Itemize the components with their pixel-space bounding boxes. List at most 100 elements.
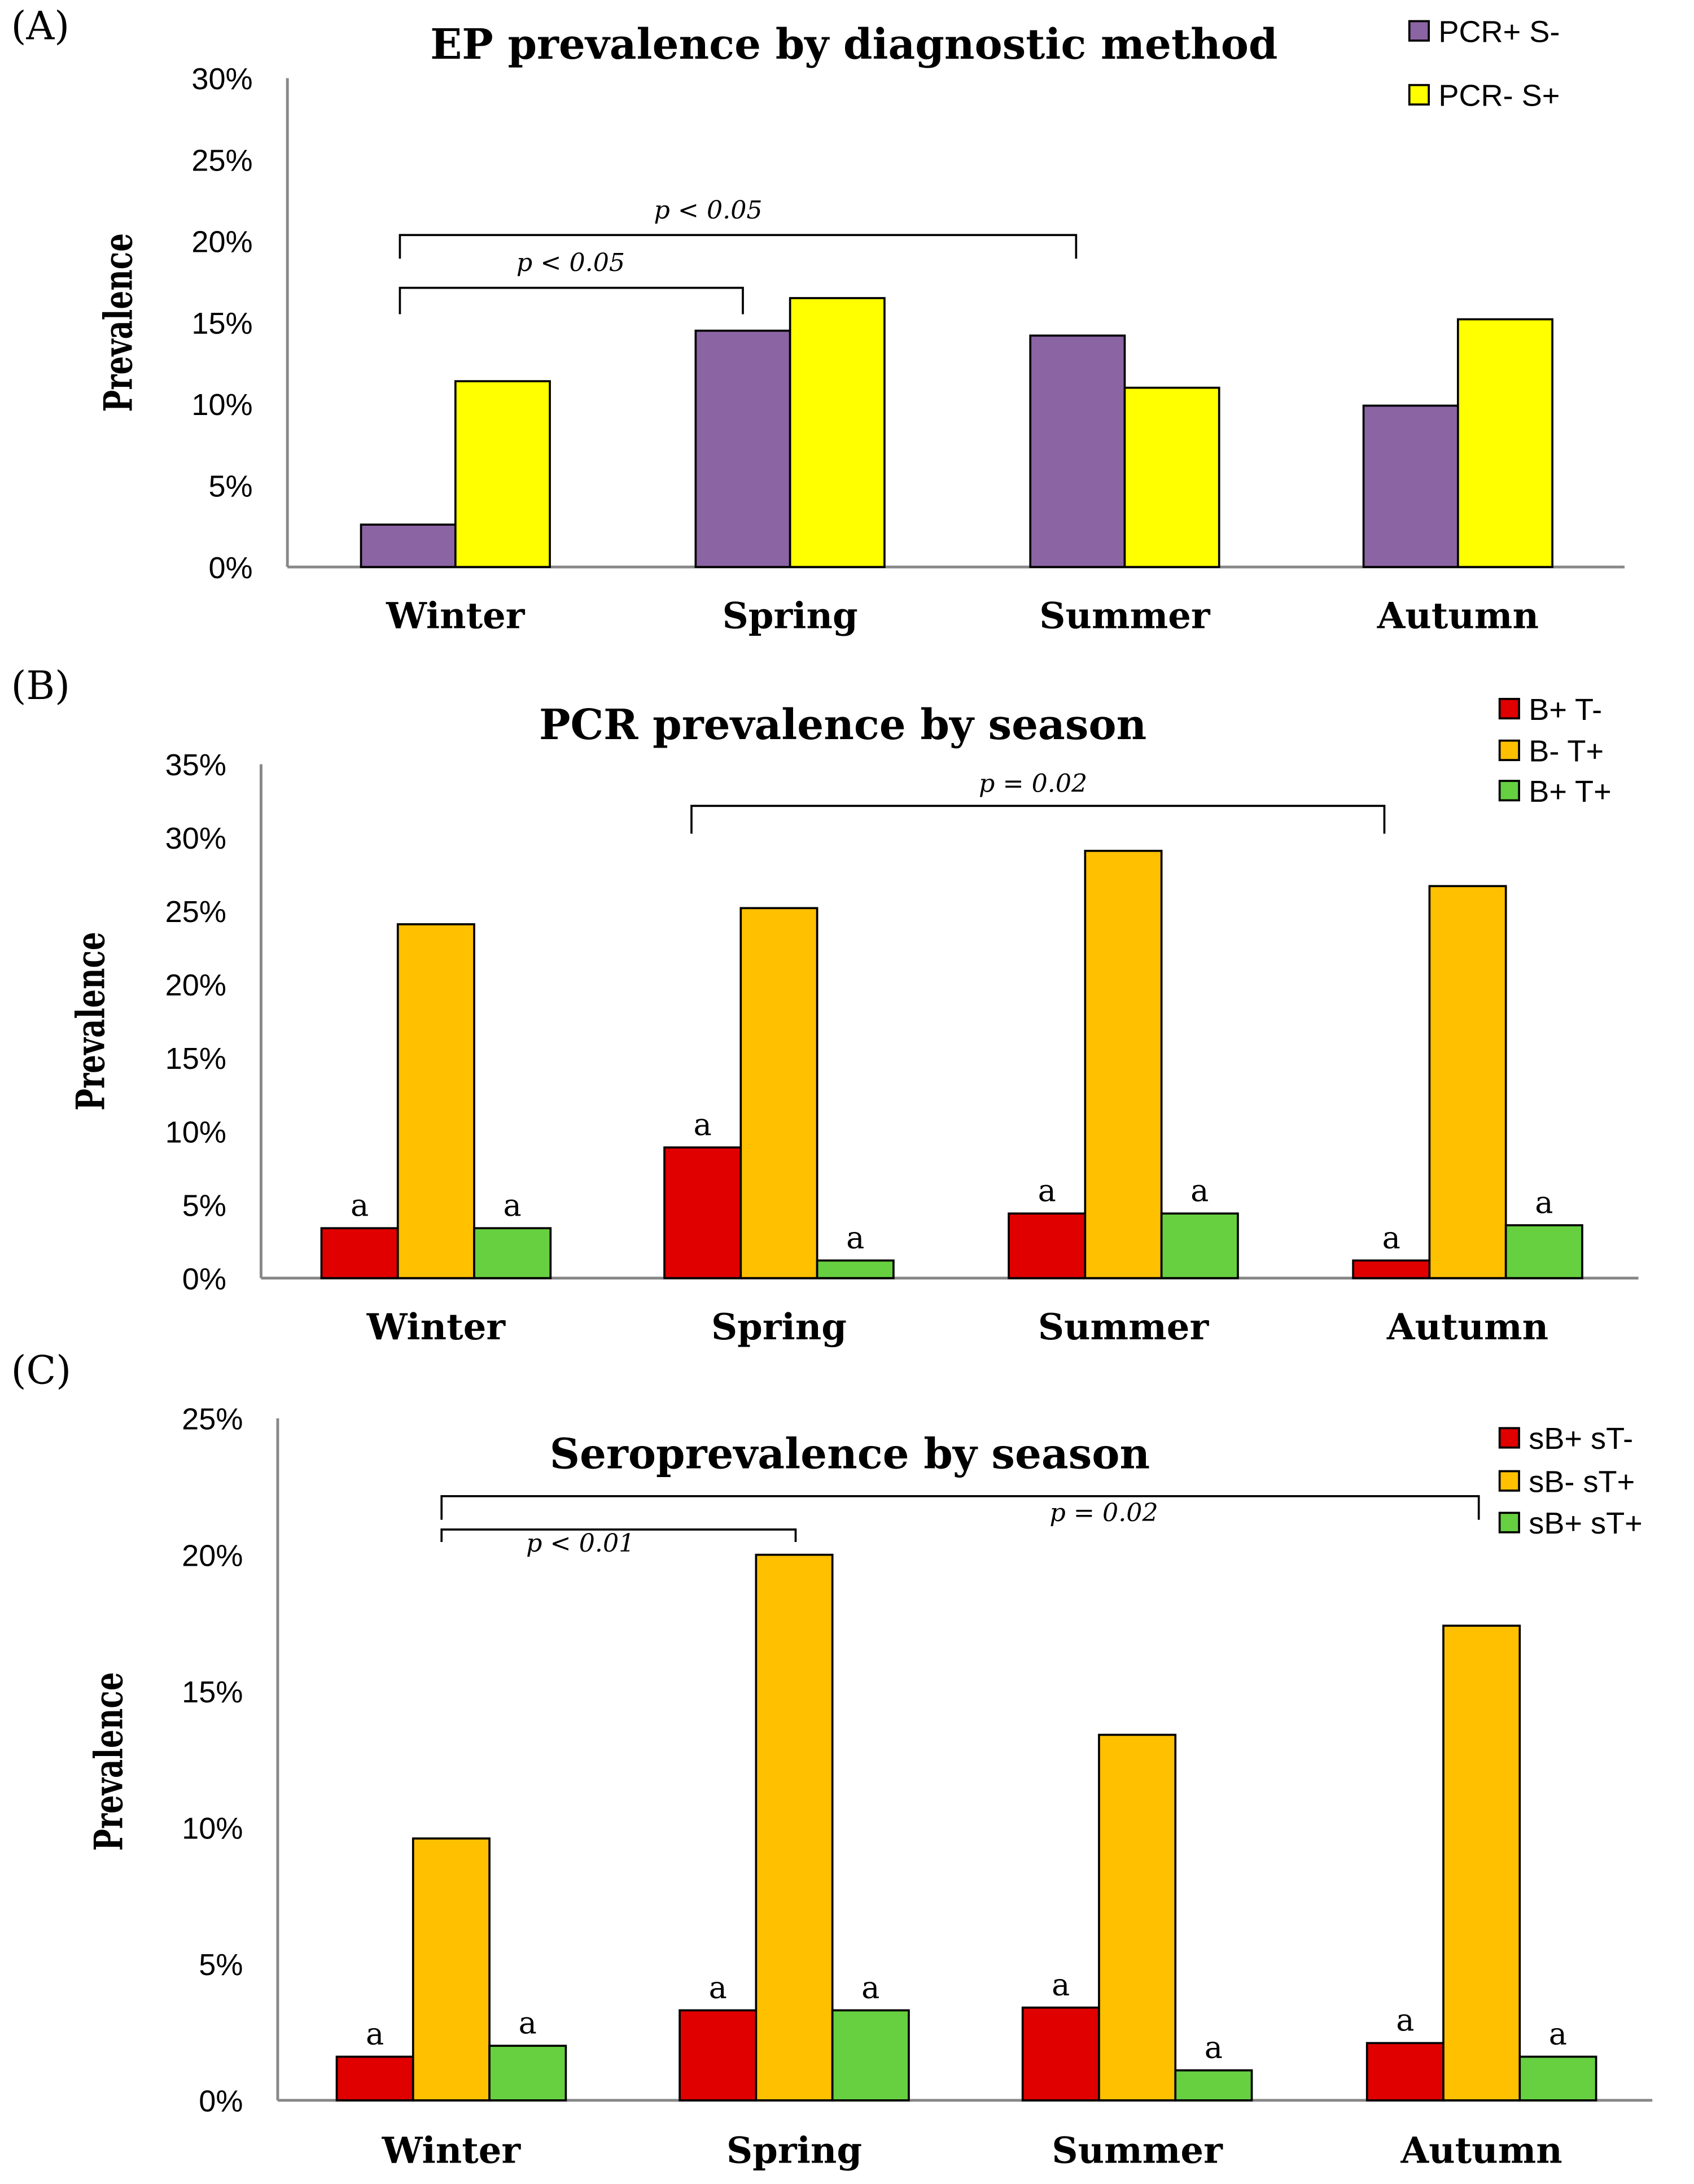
p-value-label: p < 0.01: [526, 1529, 634, 1558]
panel-label: (B): [11, 663, 70, 709]
y-tick-label: 20%: [182, 1539, 243, 1573]
legend-swatch: [1498, 739, 1520, 761]
bar-b-t--autumn: [1352, 1259, 1431, 1279]
bar-b-t--autumn: [1428, 885, 1507, 1279]
legend-swatch: [1408, 20, 1430, 42]
y-tick-label: 25%: [182, 1403, 243, 1436]
x-tick-label: Autumn: [1400, 2130, 1562, 2172]
x-tick-label: Autumn: [1386, 1306, 1548, 1348]
legend-swatch: [1498, 698, 1520, 720]
bar-b-t--winter: [396, 923, 475, 1279]
bar-sb-st--summer: [1098, 1733, 1177, 2102]
chart-panel-a: (A) EP prevalence by diagnostic method Pre…: [11, 3, 1625, 637]
p-value-label: p = 0.02: [1049, 1499, 1158, 1527]
y-tick-label: 10%: [165, 1115, 226, 1149]
bar-sb-st--winter: [412, 1837, 491, 2102]
y-axis-label: Prevalence: [86, 1672, 132, 1851]
significance-letter: a: [1205, 2030, 1223, 2065]
y-tick-label: 15%: [191, 307, 252, 340]
significance-bracket: [440, 1528, 797, 1542]
y-tick-label: 25%: [165, 895, 226, 929]
bar-b-t--summer: [1008, 1212, 1087, 1279]
x-tick-label: Autumn: [1377, 595, 1539, 637]
significance-letter: a: [1052, 1967, 1070, 2002]
significance-bracket: [690, 805, 1386, 834]
chart-panel-b: (B) PCR prevalence by season Prevalence 0% 5…: [11, 663, 1639, 1348]
legend-swatch: [1498, 1470, 1520, 1492]
significance-letter: a: [366, 2016, 384, 2051]
bar-pcr-s--spring: [694, 329, 791, 569]
bar-sb-st--summer: [1021, 2006, 1100, 2102]
bar-b-t--winter: [473, 1227, 552, 1279]
x-tick-label: Winter: [366, 1306, 506, 1348]
significance-letter: a: [1038, 1173, 1056, 1208]
bar-pcr-s--summer: [1123, 386, 1220, 569]
chart-title: PCR prevalence by season: [539, 701, 1146, 749]
chart-title: Seroprevalence by season: [550, 1430, 1150, 1479]
bar-b-t--autumn: [1504, 1224, 1583, 1279]
x-tick-label: Spring: [723, 595, 858, 637]
y-tick-label: 15%: [165, 1042, 226, 1076]
p-value-label: p < 0.05: [654, 196, 762, 225]
bar-pcr-s--summer: [1029, 334, 1126, 569]
legend-swatch: [1408, 84, 1430, 106]
significance-bracket: [440, 1495, 1480, 1520]
legend-label: B- T+: [1529, 735, 1604, 768]
y-tick-label: 0%: [199, 2085, 243, 2119]
x-tick-label: Summer: [1038, 1306, 1210, 1348]
bar-pcr-s--winter: [454, 380, 551, 569]
x-tick-label: Summer: [1039, 595, 1211, 637]
x-tick-label: Spring: [726, 2130, 862, 2172]
bar-b-t--spring: [816, 1259, 895, 1279]
significance-letter: a: [861, 1969, 879, 2005]
p-value-label: p = 0.02: [979, 770, 1087, 798]
bar-pcr-s--winter: [360, 523, 457, 569]
x-tick-label: Winter: [386, 595, 526, 637]
y-tick-label: 0%: [208, 551, 252, 585]
y-tick-label: 35%: [165, 748, 226, 782]
bar-sb-st--winter: [488, 2045, 567, 2102]
legend-label: B+ T+: [1529, 775, 1611, 809]
bar-sb-st--autumn: [1518, 2055, 1597, 2102]
legend-label: sB+ sT+: [1529, 1506, 1642, 1540]
bar-pcr-s--autumn: [1362, 404, 1459, 569]
significance-letter: a: [694, 1107, 712, 1142]
legend-label: PCR- S+: [1438, 79, 1560, 113]
bar-sb-st--winter: [335, 2055, 414, 2102]
y-tick-label: 0%: [182, 1262, 226, 1296]
y-tick-label: 25%: [191, 143, 252, 177]
panel-label: (A): [11, 3, 69, 49]
legend-label: sB- sT+: [1529, 1465, 1635, 1499]
bar-b-t--spring: [663, 1146, 742, 1279]
bar-sb-st--autumn: [1442, 1624, 1521, 2102]
legend-label: PCR+ S-: [1438, 15, 1560, 49]
chart-panel-c: (C) Seroprevalence by season Prevalence 0% 5…: [11, 1348, 1653, 2172]
bar-b-t--summer: [1160, 1212, 1239, 1279]
chart-title: EP prevalence by diagnostic method: [430, 20, 1277, 69]
x-tick-label: Summer: [1052, 2130, 1223, 2172]
y-tick-label: 30%: [191, 62, 252, 96]
legend-swatch: [1498, 1512, 1520, 1534]
bar-sb-st--autumn: [1365, 2042, 1445, 2102]
y-tick-label: 5%: [208, 470, 252, 504]
legend-swatch: [1498, 1427, 1520, 1449]
y-axis-label: Prevalence: [68, 932, 113, 1111]
significance-letter: a: [709, 1969, 727, 2005]
bar-pcr-s--autumn: [1456, 318, 1553, 569]
significance-letter: a: [1549, 2016, 1567, 2051]
y-tick-label: 10%: [191, 388, 252, 422]
significance-letter: a: [1396, 2002, 1414, 2038]
significance-bracket: [399, 286, 744, 315]
significance-letter: a: [1190, 1173, 1209, 1208]
y-tick-label: 30%: [165, 822, 226, 855]
significance-letter: a: [1535, 1185, 1553, 1220]
p-value-label: p < 0.05: [516, 248, 625, 277]
y-tick-label: 15%: [182, 1675, 243, 1709]
y-tick-label: 5%: [182, 1189, 226, 1222]
legend-label: sB+ sT-: [1529, 1422, 1633, 1456]
bar-sb-st--summer: [1174, 2069, 1253, 2102]
significance-letter: a: [846, 1220, 864, 1255]
y-tick-label: 20%: [191, 225, 252, 259]
bar-sb-st--spring: [679, 2009, 758, 2102]
